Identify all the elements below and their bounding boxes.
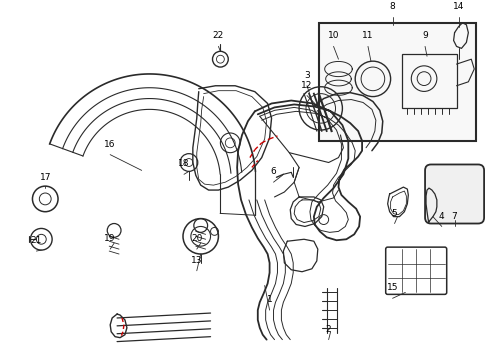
Text: 1: 1 [266, 295, 272, 304]
Text: 9: 9 [421, 31, 427, 40]
Text: 13: 13 [191, 256, 202, 265]
Text: 22: 22 [212, 31, 224, 40]
Text: 7: 7 [451, 212, 456, 221]
Text: 5: 5 [391, 208, 397, 217]
Text: 14: 14 [452, 2, 463, 11]
Text: 8: 8 [389, 2, 395, 11]
FancyBboxPatch shape [424, 165, 483, 224]
Text: 11: 11 [362, 31, 373, 40]
Text: 21: 21 [31, 236, 42, 245]
Text: 2: 2 [325, 325, 331, 334]
Text: 18: 18 [178, 159, 189, 168]
Text: 3: 3 [304, 71, 309, 80]
Text: 4: 4 [438, 212, 444, 221]
Bar [318, 23, 475, 141]
Text: 12: 12 [301, 81, 312, 90]
Text: 15: 15 [386, 283, 398, 292]
Text: 19: 19 [104, 234, 116, 243]
Bar [402, 54, 456, 108]
Text: 16: 16 [104, 140, 116, 149]
Text: 10: 10 [327, 31, 339, 40]
Text: 6: 6 [270, 167, 276, 176]
Text: 17: 17 [40, 173, 51, 182]
Text: 20: 20 [191, 234, 202, 243]
